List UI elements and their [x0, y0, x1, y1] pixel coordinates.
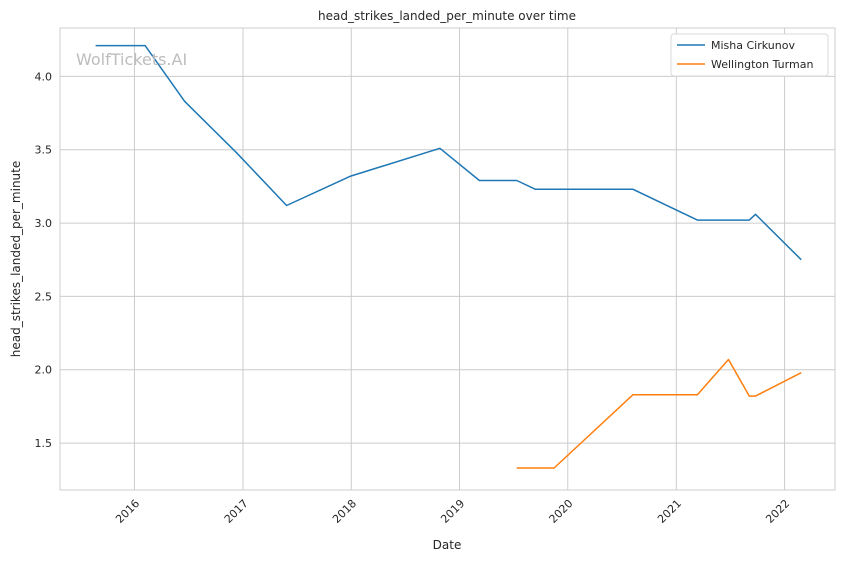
x-tick-label: 2019 — [438, 497, 467, 526]
x-tick-label: 2021 — [655, 497, 684, 526]
legend: Misha Cirkunov Wellington Turman — [670, 33, 829, 77]
y-tick-label: 1.5 — [35, 437, 53, 450]
legend-frame — [670, 33, 829, 77]
x-tick-label: 2020 — [547, 497, 576, 526]
x-axis-ticks: 2016 2017 2018 2019 2020 2021 2022 — [113, 497, 792, 526]
x-tick-label: 2016 — [113, 497, 142, 526]
y-tick-label: 3.5 — [35, 144, 53, 157]
y-axis-label: head_strikes_landed_per_minute — [9, 161, 23, 358]
chart-title: head_strikes_landed_per_minute over time — [318, 9, 576, 23]
series-layer — [95, 44, 802, 469]
plot-area — [60, 28, 835, 490]
x-axis-label: Date — [433, 538, 462, 552]
watermark: WolfTickets.AI — [76, 50, 187, 69]
x-tick-label: 2017 — [222, 497, 251, 526]
y-tick-label: 3.0 — [35, 217, 53, 230]
series-line-misha-cirkunov — [95, 44, 802, 261]
y-tick-label: 2.0 — [35, 364, 53, 377]
legend-label: Wellington Turman — [711, 58, 813, 71]
plot-frame — [59, 27, 836, 491]
x-tick-label: 2018 — [330, 497, 359, 526]
y-axis-ticks: 1.5 2.0 2.5 3.0 3.5 4.0 — [35, 70, 53, 450]
legend-label: Misha Cirkunov — [711, 39, 795, 52]
x-tick-label: 2022 — [763, 497, 792, 526]
series-line-wellington-turman — [516, 358, 802, 469]
y-tick-label: 2.5 — [35, 290, 53, 303]
y-tick-label: 4.0 — [35, 70, 53, 83]
